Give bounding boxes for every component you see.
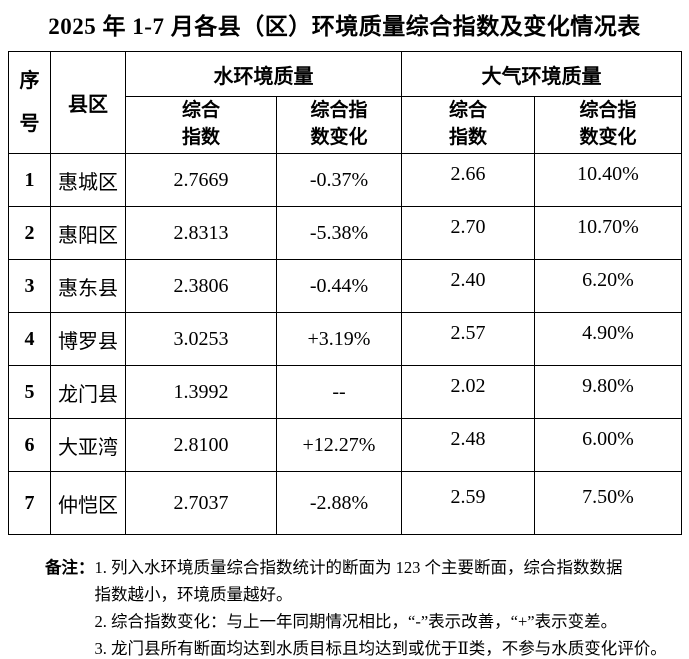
cell-county: 大亚湾	[50, 418, 126, 472]
cell-air-index: 2.70	[401, 206, 535, 260]
cell-water-change: -0.37%	[276, 153, 402, 207]
col-header-water-change: 综合指 数变化	[276, 96, 402, 154]
cell-water-change: -0.44%	[276, 259, 402, 313]
col-header-air-index: 综合 指数	[401, 96, 535, 154]
table-row: 6 大亚湾 2.8100 +12.27% 2.48 6.00%	[8, 418, 682, 472]
col-group-water-quality: 水环境质量	[125, 51, 402, 97]
col-header-serial-number: 序 号	[8, 51, 51, 154]
col-header-county: 县区	[50, 51, 126, 154]
cell-county: 博罗县	[50, 312, 126, 366]
cell-water-index: 2.8100	[125, 418, 277, 472]
table-header-row-2: 综合 指数 综合指 数变化 综合 指数 综合指 数变化	[9, 96, 682, 154]
col-group-air-quality: 大气环境质量	[401, 51, 682, 97]
environment-quality-table: 序 号 县区 水环境质量 大气环境质量 综合 指数 综合指 数变化 综合 指数 …	[8, 51, 682, 535]
cell-serial-number: 1	[8, 153, 51, 207]
cell-air-change: 9.80%	[534, 365, 682, 419]
cell-air-change: 6.20%	[534, 259, 682, 313]
col-header-water-index: 综合 指数	[125, 96, 277, 154]
cell-water-index: 2.7037	[125, 471, 277, 535]
cell-air-index: 2.66	[401, 153, 535, 207]
page-title: 2025 年 1-7 月各县（区）环境质量综合指数及变化情况表	[48, 14, 641, 39]
cell-serial-number: 6	[8, 418, 51, 472]
cell-air-index: 2.02	[401, 365, 535, 419]
table-header-row-1: 序 号 县区 水环境质量 大气环境质量	[8, 51, 682, 154]
cell-water-change: -2.88%	[276, 471, 402, 535]
table-row: 5 龙门县 1.3992 -- 2.02 9.80%	[8, 365, 682, 419]
cell-serial-number: 4	[8, 312, 51, 366]
cell-serial-number: 7	[8, 471, 51, 535]
cell-county: 仲恺区	[50, 471, 126, 535]
notes-list: 1. 列入水环境质量综合指数统计的断面为 123 个主要断面，综合指数数据 指数…	[95, 554, 684, 659]
cell-air-index: 2.48	[401, 418, 535, 472]
note-item: 2. 综合指数变化：与上一年同期情况相比，“-”表示改善，“+”表示变差。	[94, 612, 618, 631]
table-row: 7 仲恺区 2.7037 -2.88% 2.59 7.50%	[8, 471, 682, 535]
cell-water-change: -5.38%	[276, 206, 402, 260]
cell-air-change: 10.40%	[534, 153, 682, 207]
cell-air-change: 7.50%	[534, 471, 682, 535]
note-item: 1. 列入水环境质量综合指数统计的断面为 123 个主要断面，综合指数数据 指数…	[94, 558, 623, 604]
cell-air-index: 2.57	[401, 312, 535, 366]
cell-county: 惠城区	[50, 153, 126, 207]
notes-label: 备注：	[45, 558, 95, 577]
notes-section: 备注： 1. 列入水环境质量综合指数统计的断面为 123 个主要断面，综合指数数…	[45, 554, 683, 659]
cell-water-change: --	[276, 365, 402, 419]
cell-county: 惠东县	[50, 259, 126, 313]
table-row: 1 惠城区 2.7669 -0.37% 2.66 10.40%	[8, 153, 682, 207]
cell-air-index: 2.59	[401, 471, 535, 535]
table-row: 2 惠阳区 2.8313 -5.38% 2.70 10.70%	[8, 206, 682, 260]
cell-county: 惠阳区	[50, 206, 126, 260]
col-header-air-change: 综合指 数变化	[534, 96, 682, 154]
note-item: 3. 龙门县所有断面均达到水质目标且均达到或优于Ⅱ类，不参与水质变化评价。	[94, 639, 667, 658]
cell-serial-number: 2	[8, 206, 51, 260]
cell-air-index: 2.40	[401, 259, 535, 313]
cell-air-change: 6.00%	[534, 418, 682, 472]
cell-air-change: 4.90%	[534, 312, 682, 366]
cell-air-change: 10.70%	[534, 206, 682, 260]
cell-serial-number: 5	[8, 365, 51, 419]
cell-water-index: 1.3992	[125, 365, 277, 419]
cell-water-index: 2.7669	[125, 153, 277, 207]
cell-water-change: +3.19%	[276, 312, 402, 366]
cell-serial-number: 3	[8, 259, 51, 313]
cell-water-change: +12.27%	[276, 418, 402, 472]
cell-water-index: 2.3806	[125, 259, 277, 313]
cell-county: 龙门县	[50, 365, 126, 419]
table-row: 4 博罗县 3.0253 +3.19% 2.57 4.90%	[8, 312, 682, 366]
table-row: 3 惠东县 2.3806 -0.44% 2.40 6.20%	[8, 259, 682, 313]
cell-water-index: 2.8313	[125, 206, 277, 260]
cell-water-index: 3.0253	[125, 312, 277, 366]
